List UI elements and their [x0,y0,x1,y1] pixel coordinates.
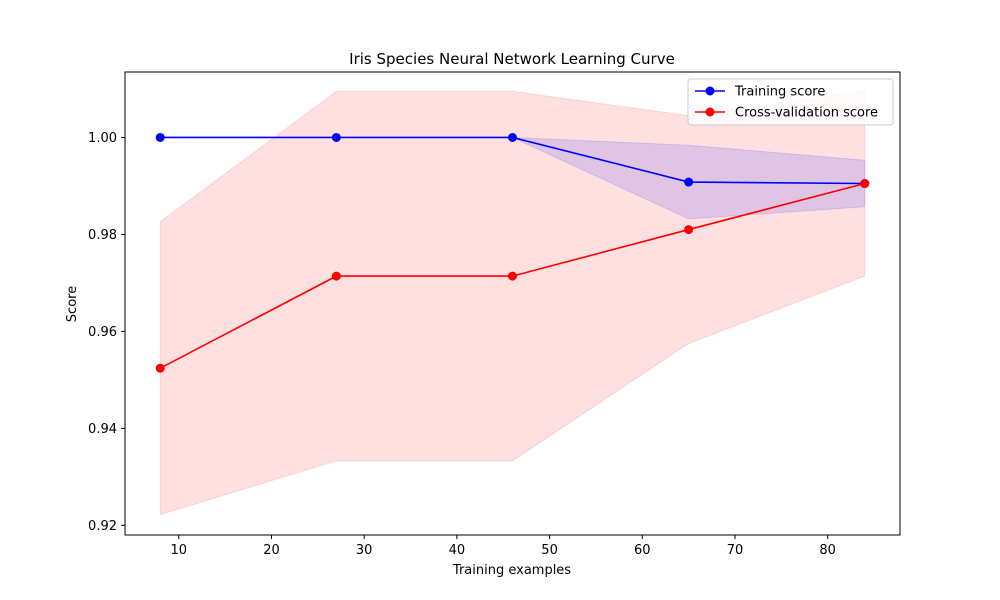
y-axis-title: Score [65,286,80,322]
legend-label-training: Training score [734,85,825,100]
plot-area-frame [124,71,901,536]
chart-title: Iris Species Neural Network Learning Cur… [349,50,675,68]
data-point-training [155,132,165,142]
data-point-training [508,132,517,142]
x-tick-label: 60 [634,543,651,558]
y-tick-label: 0.98 [88,228,117,243]
data-point-cross-validation [684,225,694,235]
legend-box [687,78,894,126]
legend-marker-cross-validation [705,107,715,117]
x-axis-title: Training examples [452,563,571,578]
confidence-band-cross-validation [159,90,866,516]
x-tick-label: 30 [356,543,373,558]
legend-label-cross-validation: Cross-validation score [735,106,878,121]
x-tick-label: 40 [449,543,466,558]
x-tick-label: 70 [727,543,744,558]
y-tick-label: 0.92 [88,519,117,534]
y-tick-label: 1.00 [88,131,117,146]
x-tick-label: 20 [263,543,280,558]
data-point-training [684,177,694,187]
data-point-cross-validation [508,271,517,281]
data-point-cross-validation [155,363,165,373]
x-axis-ticks: 10 20 30 40 50 60 70 80 [170,535,836,558]
y-axis-ticks: 0.92 0.94 0.96 0.98 1.00 [88,131,125,534]
data-point-cross-validation [331,271,341,281]
data-point-training [331,132,341,142]
y-tick-label: 0.94 [88,422,117,437]
x-tick-label: 10 [170,543,187,558]
series-markers [155,132,870,373]
x-tick-label: 50 [541,543,558,558]
x-tick-label: 80 [819,543,836,558]
legend: Training score Cross-validation score [687,78,894,126]
y-tick-label: 0.96 [88,325,117,340]
data-point-cross-validation [860,179,870,189]
legend-marker-training [705,86,715,96]
